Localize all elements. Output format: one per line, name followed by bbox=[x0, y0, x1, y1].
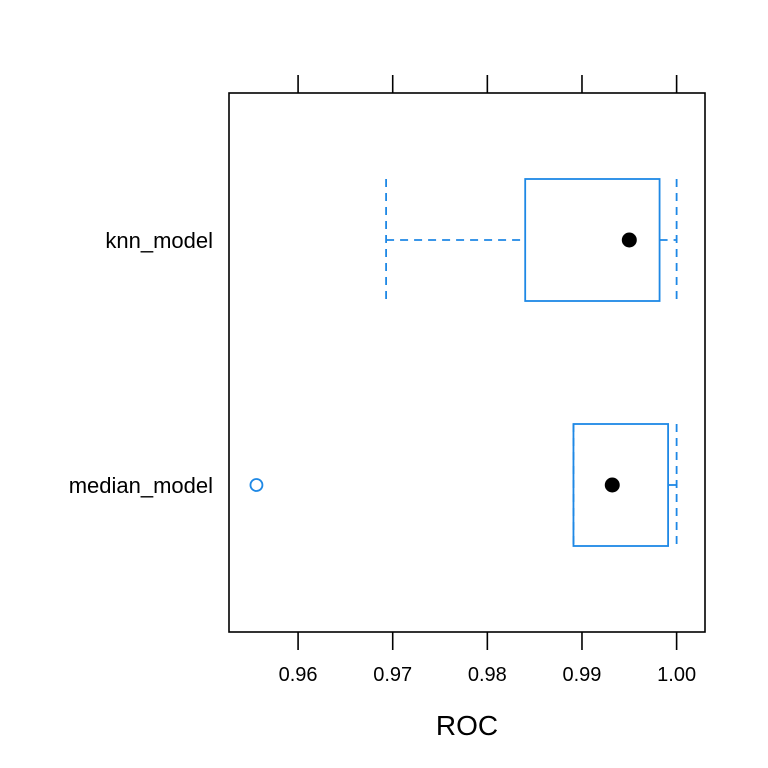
top-axis-ticks bbox=[297, 75, 678, 93]
box-group-knn_model bbox=[385, 178, 678, 302]
median-dot bbox=[604, 477, 620, 493]
category-label-knn_model: knn_model bbox=[105, 228, 213, 253]
x-tick-label: 0.97 bbox=[373, 664, 412, 686]
box-group-median_model bbox=[249, 423, 678, 547]
category-label-median_model: median_model bbox=[69, 473, 213, 498]
x-tick-label: 0.99 bbox=[563, 664, 602, 686]
x-tick-label: 0.98 bbox=[468, 664, 507, 686]
x-tick-label: 0.96 bbox=[279, 664, 318, 686]
bottom-axis-ticks: 0.96 0.97 0.98 0.99 1.00 bbox=[279, 632, 696, 686]
outlier-point bbox=[249, 478, 264, 492]
box-iqr bbox=[572, 423, 669, 547]
median-dot bbox=[621, 232, 637, 248]
plot-frame bbox=[228, 92, 706, 633]
x-tick-label: 1.00 bbox=[657, 664, 696, 686]
category-labels: knn_model median_model bbox=[69, 228, 213, 498]
boxplot-series bbox=[249, 178, 678, 547]
box-iqr bbox=[524, 178, 661, 302]
x-axis-title: ROC bbox=[436, 710, 498, 741]
